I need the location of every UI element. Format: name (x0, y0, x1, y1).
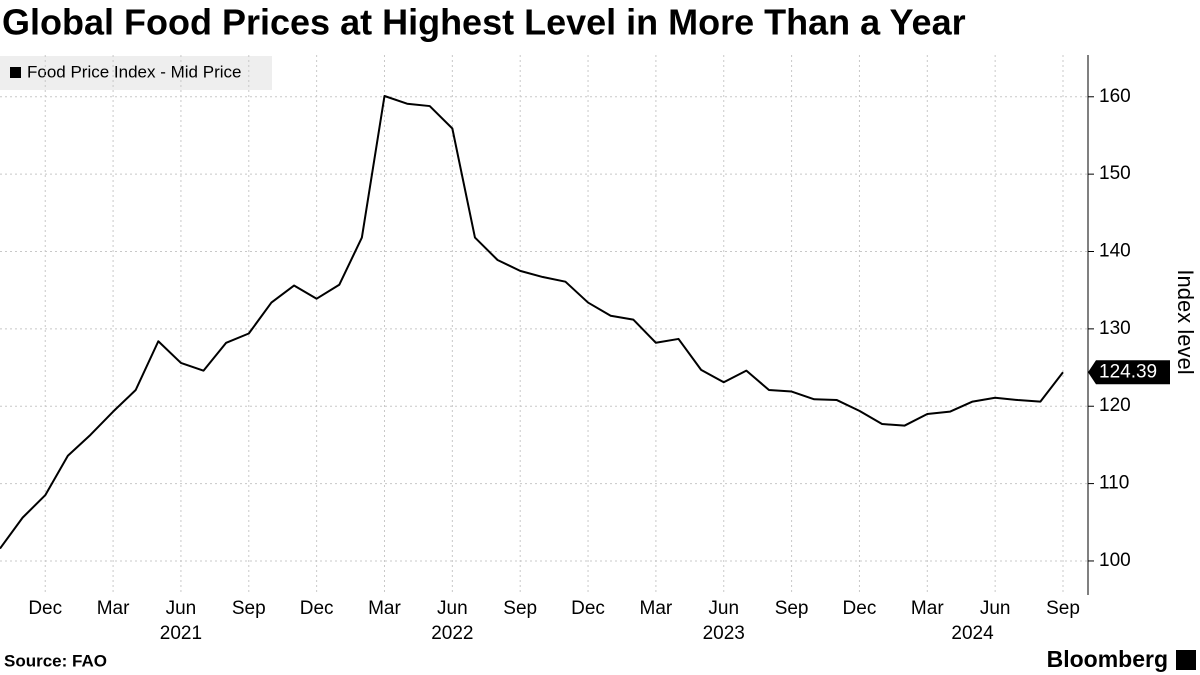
x-tick-label: Sep (232, 598, 266, 619)
x-tick-label: Jun (166, 598, 197, 619)
x-tick-label: Mar (368, 598, 401, 619)
brand: Bloomberg (1047, 646, 1168, 672)
last-value-tag (1088, 360, 1170, 385)
y-tick-label: 140 (1099, 241, 1131, 262)
x-tick-label: Jun (708, 598, 739, 619)
x-tick-label: Dec (843, 598, 877, 619)
x-tick-label: Mar (640, 598, 673, 619)
y-tick-label: 150 (1099, 163, 1131, 184)
y-tick-label: 160 (1099, 86, 1131, 107)
x-tick-label: Jun (980, 598, 1011, 619)
x-tick-label: Mar (97, 598, 130, 619)
x-year-label: 2024 (951, 623, 994, 644)
x-tick-label: Dec (28, 598, 62, 619)
y-axis-label: Index level (1173, 269, 1198, 374)
x-tick-label: Mar (911, 598, 944, 619)
last-value-label: 124.39 (1099, 361, 1157, 382)
y-tick-label: 130 (1099, 318, 1131, 339)
brand-icon (1176, 650, 1196, 670)
x-tick-label: Jun (437, 598, 468, 619)
chart-title: Global Food Prices at Highest Level in M… (2, 2, 966, 43)
line (0, 95, 1064, 550)
x-year-label: 2021 (160, 623, 202, 644)
x-tick-label: Sep (775, 598, 809, 619)
x-tick-label: Sep (503, 598, 537, 619)
y-tick-label: 100 (1099, 550, 1131, 571)
x-tick-label: Dec (571, 598, 605, 619)
y-tick-label: 110 (1099, 473, 1129, 494)
source: Source: FAO (4, 651, 107, 670)
legend-label: Food Price Index - Mid Price (27, 62, 241, 81)
x-year-label: 2022 (431, 623, 473, 644)
legend-swatch (10, 67, 21, 78)
x-year-label: 2023 (703, 623, 745, 644)
x-tick-label: Sep (1046, 598, 1080, 619)
x-tick-label: Dec (300, 598, 334, 619)
y-tick-label: 120 (1099, 395, 1131, 416)
